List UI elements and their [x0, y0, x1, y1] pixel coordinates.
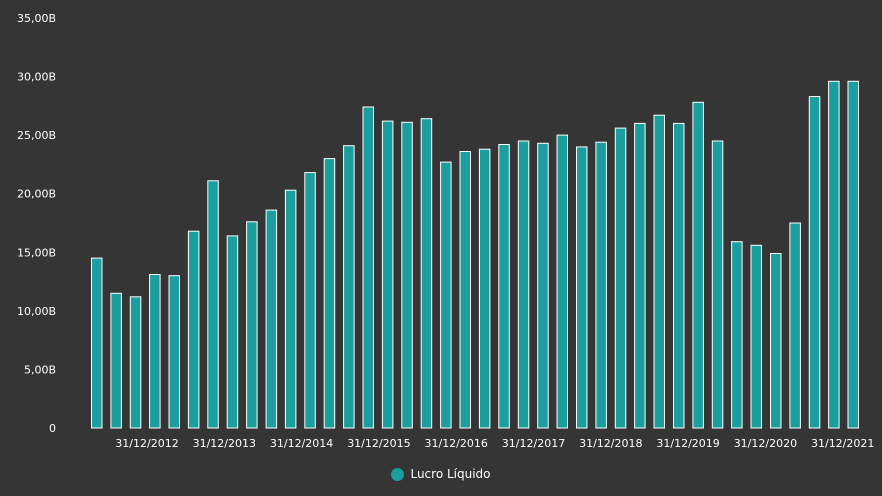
x-tick-label: 31/12/2019: [656, 437, 719, 450]
bar[interactable]: [634, 122, 646, 429]
bar[interactable]: [711, 140, 724, 429]
x-tick-label: 31/12/2013: [193, 437, 256, 450]
bar[interactable]: [323, 158, 336, 429]
bar[interactable]: [207, 180, 219, 429]
bar[interactable]: [110, 292, 122, 429]
bar[interactable]: [614, 127, 627, 429]
bar[interactable]: [246, 221, 258, 429]
y-tick-label: 35,00B: [17, 12, 56, 25]
legend-label: Lucro Líquido: [410, 467, 491, 481]
y-tick-label: 20,00B: [17, 188, 56, 201]
y-tick-label: 5,00B: [24, 363, 56, 376]
bar[interactable]: [362, 106, 374, 429]
bar[interactable]: [556, 134, 568, 429]
x-tick-label: 31/12/2021: [811, 437, 874, 450]
legend[interactable]: Lucro Líquido: [0, 467, 882, 481]
bar[interactable]: [808, 96, 821, 429]
bar[interactable]: [149, 274, 161, 429]
bar[interactable]: [847, 80, 859, 429]
bar[interactable]: [750, 244, 762, 429]
circle-marker-icon: [391, 467, 405, 481]
bar[interactable]: [537, 142, 549, 429]
bar[interactable]: [440, 161, 452, 429]
bar[interactable]: [187, 230, 200, 429]
x-axis: 31/12/2012 31/12/2013 31/12/2014 31/12/2015…: [115, 437, 874, 450]
bar[interactable]: [226, 235, 239, 429]
bar[interactable]: [576, 146, 588, 429]
bar[interactable]: [692, 101, 704, 429]
bar[interactable]: [828, 80, 840, 429]
bar[interactable]: [789, 222, 801, 429]
bar[interactable]: [343, 145, 355, 429]
bar[interactable]: [770, 253, 782, 429]
x-tick-label: 31/12/2012: [115, 437, 178, 450]
bar[interactable]: [478, 148, 491, 429]
x-tick-label: 31/12/2020: [734, 437, 797, 450]
x-tick-label: 31/12/2016: [424, 437, 487, 450]
y-tick-label: 25,00B: [17, 129, 56, 142]
x-tick-label: 31/12/2018: [579, 437, 642, 450]
bar[interactable]: [91, 257, 103, 429]
bar[interactable]: [595, 141, 607, 429]
y-tick-label: 30,00B: [17, 71, 56, 84]
bar[interactable]: [168, 275, 180, 429]
bar[interactable]: [401, 121, 413, 429]
bar[interactable]: [265, 209, 278, 429]
bar[interactable]: [517, 140, 530, 429]
x-tick-label: 31/12/2014: [270, 437, 333, 450]
bar[interactable]: [284, 189, 297, 429]
y-axis: 0 5,00B 10,00B 15,00B 20,00B 25,00B 30,00B 35,0…: [17, 12, 56, 435]
bar[interactable]: [459, 151, 471, 429]
bar[interactable]: [673, 122, 685, 429]
bar[interactable]: [653, 114, 665, 429]
bar[interactable]: [304, 172, 316, 429]
bar[interactable]: [498, 144, 510, 429]
y-tick-label: 10,00B: [17, 305, 56, 318]
x-tick-label: 31/12/2017: [502, 437, 565, 450]
bar[interactable]: [129, 296, 142, 429]
y-tick-label: 15,00B: [17, 246, 56, 259]
x-tick-label: 31/12/2015: [347, 437, 410, 450]
bars: [91, 80, 859, 429]
bar[interactable]: [420, 118, 433, 429]
y-tick-label: 0: [49, 422, 56, 435]
bar[interactable]: [731, 241, 743, 429]
bar[interactable]: [381, 120, 394, 429]
